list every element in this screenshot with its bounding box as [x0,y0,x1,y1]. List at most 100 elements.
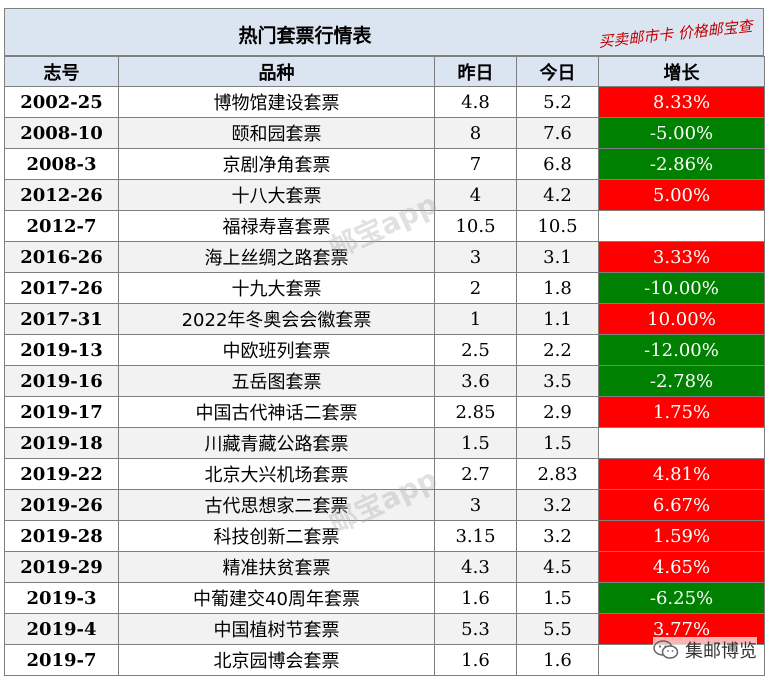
cell-today: 6.8 [516,148,599,180]
cell-name: 科技创新二套票 [118,520,435,552]
cell-name: 京剧净角套票 [118,148,435,180]
cell-name: 五岳图套票 [118,365,435,397]
cell-yesterday: 4.3 [434,551,517,583]
cell-today: 2.2 [516,334,599,366]
cell-growth: 1.59% [598,520,765,552]
column-header-yesterday: 昨日 [434,56,517,87]
cell-name: 2022年冬奥会会徽套票 [118,303,435,335]
cell-name: 中欧班列套票 [118,334,435,366]
table-row: 2019-7 北京园博会套票 1.6 1.6 [4,644,765,676]
cell-yesterday: 3 [434,489,517,521]
cell-yesterday: 8 [434,117,517,149]
cell-code: 2019-16 [4,365,119,397]
column-header-growth: 增长 [598,56,765,87]
cell-name: 中葡建交40周年套票 [118,582,435,614]
cell-name: 北京园博会套票 [118,644,435,676]
table-row: 2017-31 2022年冬奥会会徽套票 1 1.1 10.00% [4,303,765,335]
price-table: 志号 品种 昨日 今日 增长 2002-25 博物馆建设套票 4.8 5.2 8.33%… [4,56,765,676]
cell-today: 1.5 [516,582,599,614]
cell-yesterday: 1.5 [434,427,517,459]
table-row: 2019-16 五岳图套票 3.6 3.5 -2.78% [4,365,765,397]
cell-today: 10.5 [516,210,599,242]
cell-name: 川藏青藏公路套票 [118,427,435,459]
cell-code: 2017-26 [4,272,119,304]
table-row: 2019-3 中葡建交40周年套票 1.6 1.5 -6.25% [4,582,765,614]
table-row: 2012-26 十八大套票 4 4.2 5.00% [4,179,765,211]
cell-today: 4.2 [516,179,599,211]
cell-growth: 4.65% [598,551,765,583]
cell-growth [598,427,765,459]
cell-code: 2019-3 [4,582,119,614]
table-row: 2019-4 中国植树节套票 5.3 5.5 3.77% [4,613,765,645]
cell-growth: 1.75% [598,396,765,428]
sheet-title: 热门套票行情表 [238,25,372,47]
cell-growth: 10.00% [598,303,765,335]
cell-code: 2008-10 [4,117,119,149]
cell-yesterday: 7 [434,148,517,180]
cell-today: 4.5 [516,551,599,583]
brand-badge: 集邮博览 [653,637,757,663]
table-body: 2002-25 博物馆建设套票 4.8 5.2 8.33% 2008-10 颐和园套票 8 7.… [4,86,765,676]
cell-growth: 5.00% [598,179,765,211]
cell-name: 精准扶贫套票 [118,551,435,583]
cell-yesterday: 4.8 [434,86,517,118]
cell-yesterday: 2.85 [434,396,517,428]
cell-today: 3.2 [516,489,599,521]
stamp-price-sheet: 热门套票行情表 买卖邮市卡 价格邮宝查 志号 品种 昨日 今日 增长 2002-… [4,8,765,676]
column-header-code: 志号 [4,56,119,87]
cell-today: 1.6 [516,644,599,676]
cell-growth: -5.00% [598,117,765,149]
cell-yesterday: 3 [434,241,517,273]
table-row: 2019-29 精准扶贫套票 4.3 4.5 4.65% [4,551,765,583]
cell-yesterday: 1 [434,303,517,335]
table-row: 2017-26 十九大套票 2 1.8 -10.00% [4,272,765,304]
cell-today: 3.1 [516,241,599,273]
cell-today: 1.8 [516,272,599,304]
cell-today: 3.2 [516,520,599,552]
cell-growth: 8.33% [598,86,765,118]
column-header-name: 品种 [118,56,435,87]
cell-name: 古代思想家二套票 [118,489,435,521]
cell-code: 2019-7 [4,644,119,676]
wechat-icon [653,640,679,659]
table-row: 2019-13 中欧班列套票 2.5 2.2 -12.00% [4,334,765,366]
table-row: 2019-22 北京大兴机场套票 2.7 2.83 4.81% [4,458,765,490]
cell-growth: 6.67% [598,489,765,521]
cell-name: 中国植树节套票 [118,613,435,645]
cell-code: 2016-26 [4,241,119,273]
cell-growth: 4.81% [598,458,765,490]
tagline: 买卖邮市卡 价格邮宝查 [597,16,754,52]
cell-name: 博物馆建设套票 [118,86,435,118]
table-row: 2019-17 中国古代神话二套票 2.85 2.9 1.75% [4,396,765,428]
table-row: 2002-25 博物馆建设套票 4.8 5.2 8.33% [4,86,765,118]
cell-yesterday: 1.6 [434,582,517,614]
cell-name: 中国古代神话二套票 [118,396,435,428]
cell-yesterday: 2.5 [434,334,517,366]
table-row: 2019-28 科技创新二套票 3.15 3.2 1.59% [4,520,765,552]
cell-code: 2019-17 [4,396,119,428]
cell-code: 2019-22 [4,458,119,490]
cell-code: 2019-18 [4,427,119,459]
cell-today: 5.5 [516,613,599,645]
cell-today: 1.1 [516,303,599,335]
cell-growth [598,210,765,242]
cell-code: 2019-28 [4,520,119,552]
cell-yesterday: 2 [434,272,517,304]
cell-name: 福禄寿喜套票 [118,210,435,242]
table-row: 2019-18 川藏青藏公路套票 1.5 1.5 [4,427,765,459]
cell-yesterday: 10.5 [434,210,517,242]
cell-yesterday: 4 [434,179,517,211]
cell-name: 十八大套票 [118,179,435,211]
title-bar: 热门套票行情表 买卖邮市卡 价格邮宝查 [4,8,764,56]
cell-code: 2008-3 [4,148,119,180]
cell-today: 7.6 [516,117,599,149]
table-row: 2012-7 福禄寿喜套票 10.5 10.5 [4,210,765,242]
cell-today: 1.5 [516,427,599,459]
cell-growth: 3.33% [598,241,765,273]
cell-growth: -6.25% [598,582,765,614]
cell-code: 2019-29 [4,551,119,583]
cell-growth: -12.00% [598,334,765,366]
cell-code: 2019-4 [4,613,119,645]
cell-today: 5.2 [516,86,599,118]
cell-today: 3.5 [516,365,599,397]
